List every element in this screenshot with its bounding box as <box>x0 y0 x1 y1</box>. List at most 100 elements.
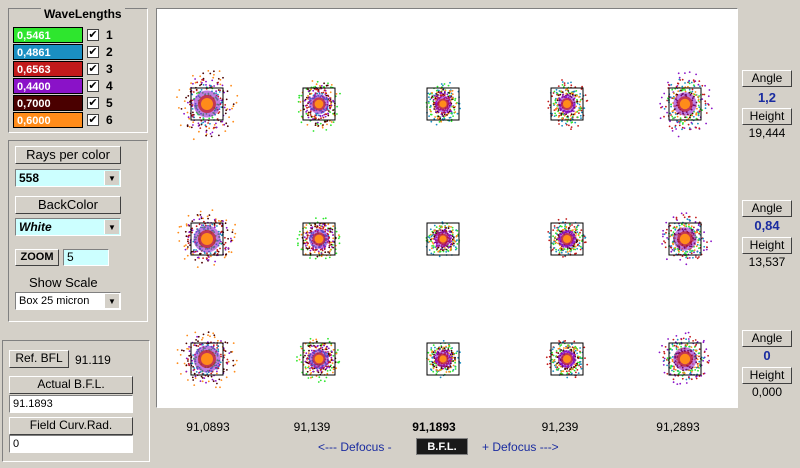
wavelength-checkbox[interactable]: ✔ <box>87 80 99 92</box>
scale-select[interactable]: Box 25 micron ▼ <box>15 292 121 310</box>
rays-per-color-button[interactable]: Rays per color <box>15 146 121 164</box>
spot-dot <box>433 251 436 253</box>
spot-dot <box>309 227 312 229</box>
ref-bfl-button[interactable]: Ref. BFL <box>9 350 69 368</box>
spot-dot <box>448 365 451 368</box>
spot-dot <box>337 237 340 240</box>
spot-dot <box>199 210 202 213</box>
spot-dot <box>453 106 455 109</box>
spot-dot <box>703 351 706 353</box>
actual-bfl-input[interactable]: 91.1893 <box>9 395 133 413</box>
bfl-button[interactable]: B.F.L. <box>416 438 468 455</box>
field-curv-button[interactable]: Field Curv.Rad. <box>9 417 133 435</box>
backcolor-button[interactable]: BackColor <box>15 196 121 214</box>
spot-dot <box>685 250 687 253</box>
wavelength-swatch[interactable]: 0,5461 <box>13 27 83 43</box>
spot-dot <box>211 131 214 134</box>
spot-dot <box>226 362 228 364</box>
spot-dot <box>449 243 452 246</box>
spot-dot <box>223 349 226 352</box>
spot-dot <box>694 91 697 93</box>
spot-dot <box>570 348 573 351</box>
spot-dot <box>675 93 678 96</box>
spot-dot <box>451 98 453 101</box>
spot-dot <box>451 89 454 92</box>
spot-dot <box>698 110 701 113</box>
spot-dot <box>319 122 322 125</box>
wavelength-checkbox[interactable]: ✔ <box>87 29 99 41</box>
spot-dot <box>330 102 332 105</box>
zoom-button[interactable]: ZOOM <box>15 249 59 266</box>
field-curv-input[interactable]: 0 <box>9 435 133 453</box>
field1-angle-button[interactable]: Angle <box>742 70 792 87</box>
field1-height-button[interactable]: Height <box>742 108 792 125</box>
spot-dot <box>216 249 219 251</box>
spot-dot <box>695 366 698 369</box>
spot-dot <box>688 345 690 348</box>
spot-dot <box>559 247 561 250</box>
wavelength-swatch[interactable]: 0,6563 <box>13 61 83 77</box>
spot-dot <box>446 349 449 352</box>
spot-dot <box>303 108 305 111</box>
wavelength-checkbox[interactable]: ✔ <box>87 114 99 126</box>
spot-dot <box>580 363 582 366</box>
spot-dot <box>308 111 310 114</box>
field2-angle-button[interactable]: Angle <box>742 200 792 217</box>
spot-dot <box>560 349 563 351</box>
spot-dot <box>219 89 221 92</box>
spot-dot <box>194 81 197 84</box>
spot-dot <box>555 364 557 367</box>
actual-bfl-button[interactable]: Actual B.F.L. <box>9 376 133 394</box>
spot-dot <box>554 236 557 238</box>
spot-dot <box>434 95 436 97</box>
spot-dot <box>685 378 688 381</box>
zoom-input[interactable]: 5 <box>63 249 109 266</box>
wavelength-swatch[interactable]: 0,7000 <box>13 95 83 111</box>
wavelength-checkbox[interactable]: ✔ <box>87 46 99 58</box>
defocus-plus-button[interactable]: + Defocus ---> <box>482 440 559 454</box>
spot-dot <box>689 369 692 372</box>
rays-select[interactable]: 558 ▼ <box>15 169 121 187</box>
spot-dot <box>180 108 183 110</box>
scale-box <box>302 222 336 256</box>
spot-dot <box>299 354 302 357</box>
spot-dot <box>187 246 189 248</box>
field3-height-button[interactable]: Height <box>742 367 792 384</box>
spot-dot <box>224 341 227 344</box>
wavelength-swatch[interactable]: 0,4400 <box>13 78 83 94</box>
wavelength-checkbox[interactable]: ✔ <box>87 63 99 75</box>
spot-dot <box>324 217 327 220</box>
spot-dot <box>684 120 686 123</box>
spot-dot <box>195 371 198 373</box>
spot-dot <box>440 367 443 369</box>
spot-dot <box>674 126 677 128</box>
spot-dot <box>332 240 334 243</box>
spot-dot <box>200 122 203 125</box>
spot-dot <box>439 94 442 96</box>
defocus-minus-button[interactable]: <--- Defocus - <box>318 440 392 454</box>
wavelength-swatch[interactable]: 0,6000 <box>13 112 83 128</box>
spot-dot <box>197 335 200 338</box>
spot-dot <box>559 230 561 233</box>
spot-dot <box>560 372 562 375</box>
spot-dot <box>327 112 330 115</box>
spot-dot <box>428 115 430 117</box>
spot-dot <box>662 235 664 238</box>
backcolor-select[interactable]: White ▼ <box>15 218 121 236</box>
spot-dot <box>187 234 190 237</box>
spot-dot <box>698 362 700 365</box>
spot-dot <box>453 108 456 111</box>
spot-dot <box>306 104 308 107</box>
spot-dot <box>456 112 459 115</box>
spot-dot <box>671 110 674 113</box>
spot-dot <box>439 92 442 95</box>
spot-dot <box>321 249 324 252</box>
spot-dot <box>307 352 310 354</box>
field3-angle-button[interactable]: Angle <box>742 330 792 347</box>
wavelength-swatch[interactable]: 0,4861 <box>13 44 83 60</box>
spot-dot <box>568 226 570 229</box>
spot-dot <box>180 225 182 228</box>
field2-height-button[interactable]: Height <box>742 237 792 254</box>
wavelength-checkbox[interactable]: ✔ <box>87 97 99 109</box>
spot-dot <box>697 98 700 101</box>
